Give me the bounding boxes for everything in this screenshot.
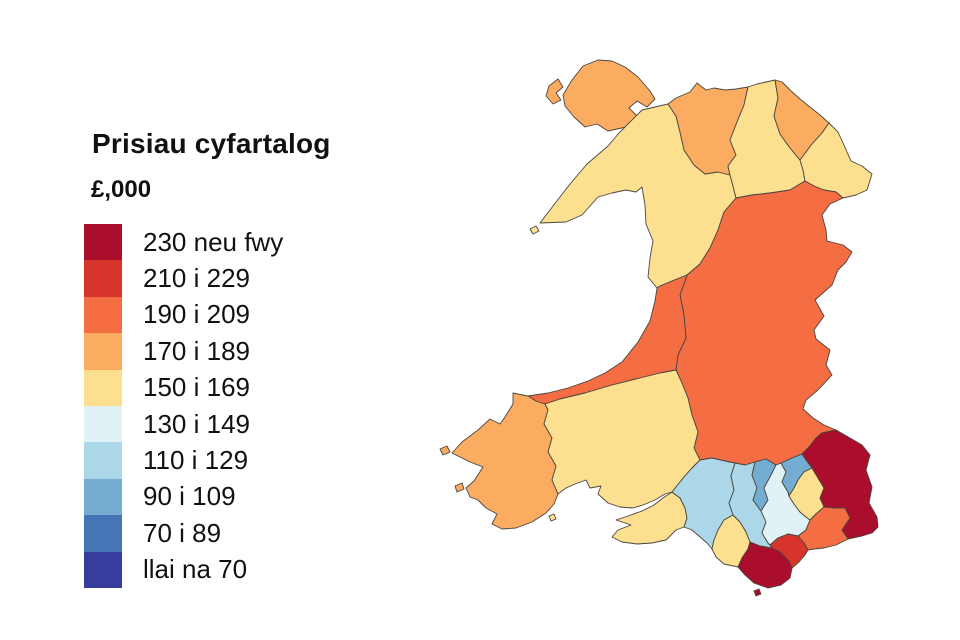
legend-swatch: [84, 224, 122, 261]
legend-label: 230 neu fwy: [143, 226, 284, 257]
legend-swatch: [84, 260, 122, 297]
legend-swatch: [84, 369, 122, 406]
legend-swatch: [84, 551, 122, 588]
legend: 230 neu fwy 210 i 229 190 i 209 170 i 189 15…: [84, 224, 283, 588]
region-isle-of-anglesey: Isle of Anglesey: 170 i 189: [545, 59, 656, 132]
legend-item: 170 i 189: [84, 333, 283, 370]
legend-swatch: [84, 333, 122, 370]
legend-swatch: [84, 442, 122, 479]
legend-label: 70 i 89: [143, 517, 222, 548]
region-newport: Newport: 190 i 209: [797, 506, 851, 551]
legend-label: 190 i 209: [143, 299, 250, 330]
legend-label: 110 i 129: [143, 445, 249, 476]
legend-label: llai na 70: [143, 554, 248, 585]
legend-item: llai na 70: [84, 551, 283, 588]
legend-swatch: [84, 478, 122, 516]
legend-item: 210 i 229: [84, 260, 283, 297]
legend-label: 90 i 109: [143, 481, 236, 512]
region-carmarthenshire: Carmarthenshire: 150 i 169: [543, 369, 701, 509]
legend-item: 130 i 149: [84, 405, 283, 443]
legend-item: 70 i 89: [84, 515, 283, 552]
legend-swatch: [84, 515, 122, 552]
legend-label: 150 i 169: [143, 372, 250, 403]
legend-item: 150 i 169: [84, 369, 283, 406]
legend-label: 210 i 229: [143, 263, 250, 294]
legend-label: 170 i 189: [143, 335, 250, 366]
legend-item: 110 i 129: [84, 442, 283, 479]
region-vale-of-glamorgan: Vale of Glamorgan: 230 neu fwy: [737, 541, 793, 597]
legend-item: 190 i 209: [84, 296, 283, 334]
chart-title: Prisiau cyfartalog: [92, 128, 331, 159]
legend-swatch: [84, 405, 122, 443]
legend-swatch: [84, 296, 122, 334]
legend-item: 90 i 109: [84, 478, 283, 516]
region-pembrokeshire: Pembrokeshire: 170 i 189: [439, 392, 559, 530]
unit-label: £,000: [91, 176, 152, 203]
legend-label: 130 i 149: [143, 408, 250, 439]
legend-item: 230 neu fwy: [84, 224, 284, 261]
